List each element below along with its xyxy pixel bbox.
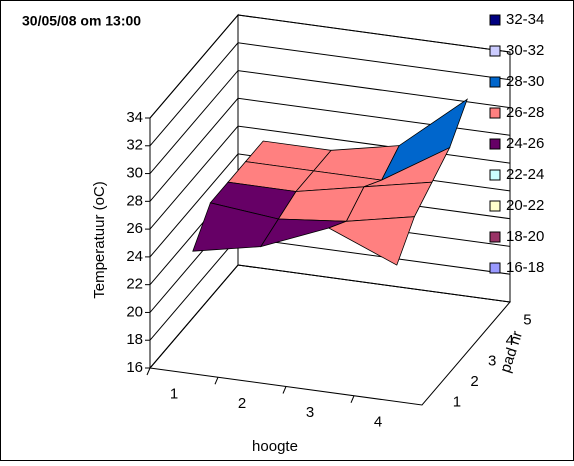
z-tick-label: 32 [126,137,143,154]
grid-line [149,70,511,174]
legend-label: 32-34 [506,11,544,28]
x-tick [214,377,219,385]
depth-tick-label: 2 [470,373,478,390]
legend-swatch [489,45,501,57]
x-tick-label: 4 [374,413,382,430]
x-tick [146,367,151,376]
depth-tick-label: 3 [488,352,496,369]
z-tick-label: 30 [126,165,143,182]
legend-swatch [489,262,501,274]
z-axis-label: Temperatuur (oC) [91,181,108,299]
legend-swatch [489,76,501,88]
z-tick-label: 28 [126,192,143,209]
legend-label: 30-32 [506,42,544,59]
x-axis-label: hoogte [252,438,298,455]
legend-swatch [489,231,501,243]
depth-tick-label: 4 [506,332,514,349]
x-tick [282,386,287,394]
z-tick-label: 22 [126,276,143,293]
depth-tick-label: 5 [523,311,531,328]
legend-swatch [489,107,501,119]
x-tick-label: 2 [238,395,246,412]
legend-label: 26-28 [506,104,544,121]
z-tick-label: 18 [126,331,143,348]
grid-line [149,264,511,369]
legend-label: 24-26 [506,135,544,152]
surface-patch [327,216,415,266]
grid-line [149,97,511,202]
legend-label: 28-30 [506,73,544,90]
grid-line [149,14,511,119]
legend-label: 18-20 [506,228,544,245]
z-tick-label: 26 [126,220,143,237]
chart-title: 30/05/08 om 13:00 [22,13,141,29]
legend-label: 20-22 [506,197,544,214]
z-tick-label: 24 [126,248,143,265]
legend-swatch [489,200,501,212]
legend-label: 16-18 [506,259,544,276]
legend-swatch [489,138,501,150]
x-tick-label: 1 [170,386,178,403]
grid-line [149,42,511,147]
x-tick [350,395,355,403]
z-tick-label: 16 [126,359,143,376]
legend-swatch [489,169,501,181]
x-tick-label: 3 [306,404,314,421]
legend-label: 22-24 [506,166,544,183]
depth-tick-label: 1 [453,394,461,411]
z-tick-label: 34 [126,109,143,126]
z-tick-label: 20 [126,303,143,320]
legend-swatch [489,14,501,26]
